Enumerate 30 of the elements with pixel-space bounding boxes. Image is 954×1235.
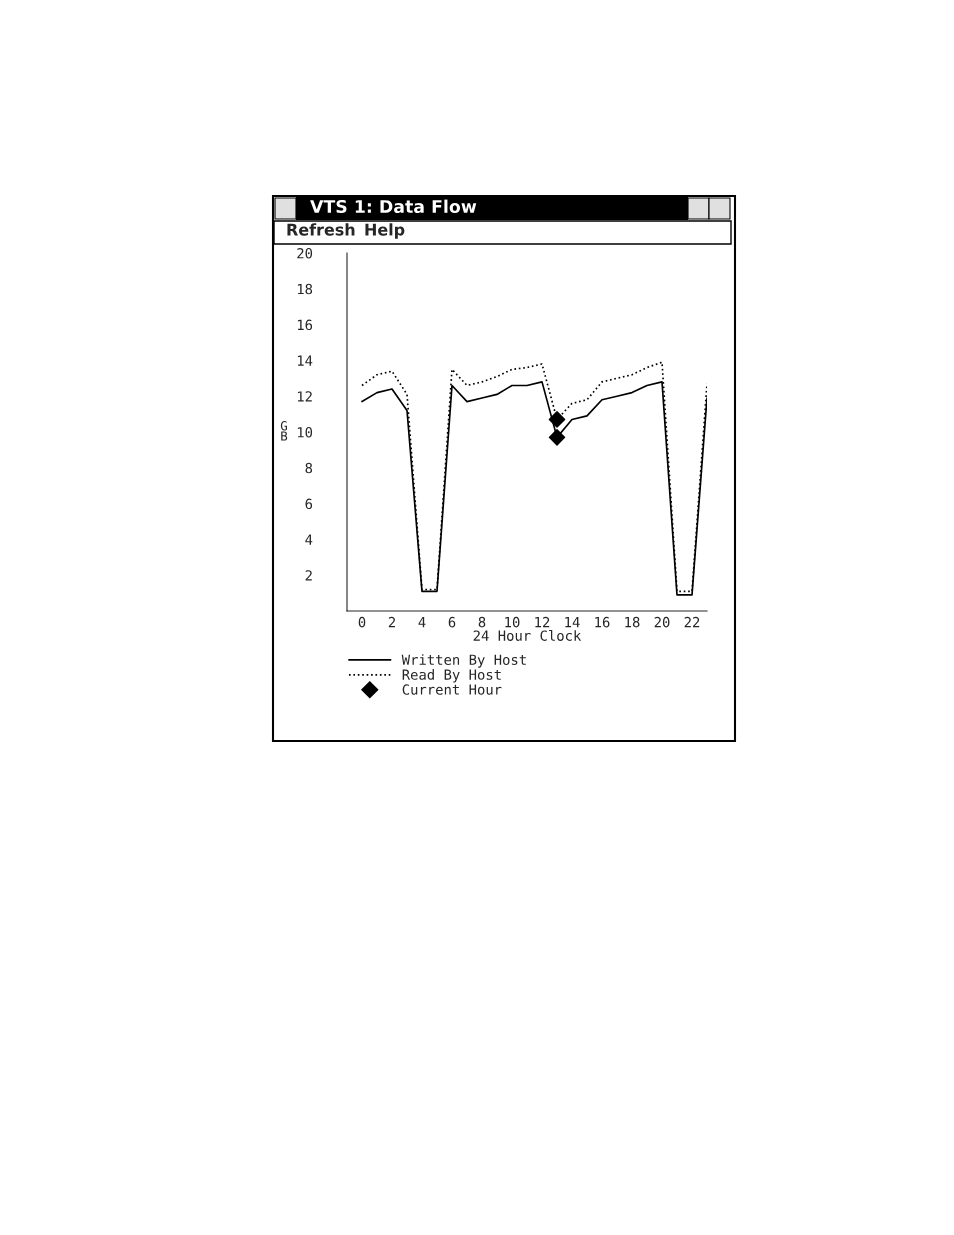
y-tick-label: 14 [297,355,313,366]
x-tick-label: 6 [448,616,456,628]
y-tick-label: 16 [297,319,313,331]
y-tick-label: 4 [305,534,313,545]
legend-label: Written By Host [401,654,526,668]
x-tick-label: 14 [565,617,580,628]
x-tick-label: 2 [388,616,395,628]
y-tick-label: 6 [305,498,313,510]
y-tick-label: 10 [297,427,313,438]
legend-label: Read By Host [402,669,501,683]
x-tick-label: 16 [595,616,610,628]
y-tick-label: 8 [305,462,313,474]
x-tick-label: 4 [418,617,426,628]
y-tick-label: 20 [297,248,313,259]
chart-title: VTS 1: Data Flow [310,199,477,214]
y-tick-label: 18 [297,283,313,295]
x-axis-title: 24 Hour Clock [473,630,582,641]
x-tick-label: 12 [535,616,550,628]
x-tick-label: 10 [505,616,520,628]
y-tick-label: 12 [297,391,312,402]
x-tick-label: 8 [478,616,486,628]
x-tick-label: 20 [654,616,670,628]
x-tick-label: 0 [358,616,366,628]
y-tick-label: 2 [305,570,312,581]
y-axis-title: GB [280,421,288,441]
text: Refresh [287,223,355,236]
x-tick-label: 18 [625,616,640,628]
x-tick-label: 22 [684,616,700,628]
legend-label: Current Hour [402,684,502,695]
text: Help [365,223,405,239]
